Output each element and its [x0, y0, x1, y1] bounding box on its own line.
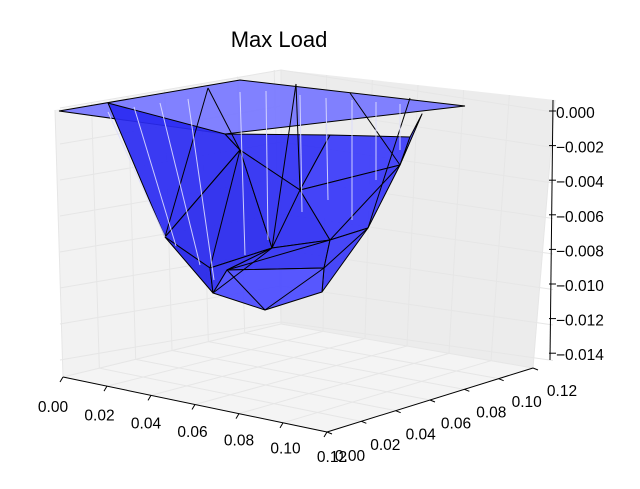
y-tick-label: 0.08 [476, 405, 506, 422]
surface-facet [212, 267, 325, 311]
x-tick-mark [103, 385, 108, 392]
surface-highlight-line [299, 94, 303, 213]
z-tick-label: −0.010 [556, 278, 604, 295]
surface-edge [295, 83, 301, 191]
y-tick-mark [326, 431, 333, 435]
surface-edge [212, 247, 273, 294]
grid-line [54, 109, 64, 378]
surface-edge [271, 189, 301, 249]
surface-edge [164, 87, 209, 238]
grid-line [244, 332, 499, 380]
surface-edge [264, 267, 325, 311]
x-tick-label: 0.08 [224, 432, 254, 449]
z-tick-label: 0.000 [556, 105, 595, 122]
y-tick-mark [532, 367, 539, 371]
x-tick-label: 0.12 [317, 449, 347, 466]
z-tick-label: −0.002 [556, 140, 604, 157]
y-tick-label: 0.12 [547, 383, 577, 400]
y-tick-label: 0.06 [441, 416, 471, 433]
surface-highlight-line [133, 106, 177, 247]
x-tick-mark [59, 376, 64, 383]
grid-line [59, 69, 554, 113]
surface-edge [226, 269, 266, 311]
grid-line [91, 103, 100, 369]
surface-highlight-line [107, 111, 166, 238]
y-tick-label: 0.04 [406, 426, 437, 443]
surface-highlight-line [265, 90, 269, 241]
z-tick-label: −0.006 [556, 209, 604, 226]
grid-line [59, 321, 554, 361]
surface-highlight-line [239, 91, 246, 256]
tick-labels: 0.00 0.02 0.04 0.06 0.08 0.10 0.120.000.020.04… [38, 105, 604, 466]
surface-edge [209, 149, 241, 269]
z-axis-line [549, 99, 554, 361]
x-tick-label: 0.04 [131, 416, 162, 433]
z-tick-label: −0.004 [556, 174, 604, 191]
surface-highlight-line [187, 98, 215, 281]
grid-line [532, 99, 556, 369]
surface-edge [226, 239, 331, 271]
z-tick-label: −0.008 [556, 243, 604, 260]
surface [58, 79, 466, 311]
chart-title: Max Load [231, 27, 328, 52]
x-tick-label: 0.02 [84, 407, 114, 424]
y-tick-mark [429, 399, 436, 403]
x-tick-label: 0.00 [38, 399, 69, 416]
surface-highlight-line [325, 97, 329, 201]
surface-edge [329, 164, 401, 241]
y-tick-mark [498, 378, 504, 382]
x-tick-label: 0.06 [177, 424, 207, 441]
x-tick-mark [191, 404, 196, 410]
y-tick-label: 0.10 [512, 394, 543, 411]
y-tick-mark [464, 388, 470, 392]
y-tick-mark [361, 420, 367, 424]
x-tick-mark [323, 431, 328, 438]
surface-edge [349, 92, 401, 166]
floor-pane [63, 324, 533, 432]
surface-facet [399, 113, 423, 166]
surface-edge [207, 87, 241, 151]
y-tick-label: 0.00 [335, 448, 366, 465]
x-tick-mark [147, 395, 152, 401]
x-tick-label: 0.10 [270, 441, 301, 458]
y-tick-mark [395, 410, 401, 414]
y-tick-label: 0.02 [370, 437, 400, 454]
x-tick-mark [235, 413, 240, 419]
surface-highlight-line [159, 102, 201, 266]
surface-edge [367, 97, 411, 229]
grid-line [280, 323, 534, 369]
x-tick-mark [279, 422, 284, 429]
z-tick-label: −0.014 [556, 347, 604, 364]
surface-edge [323, 227, 369, 269]
z-tick-label: −0.012 [556, 313, 604, 330]
surface-edge [271, 83, 297, 249]
